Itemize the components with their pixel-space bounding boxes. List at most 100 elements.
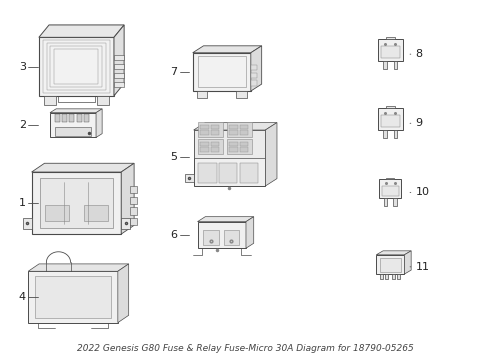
Bar (76, 114, 81, 122)
Bar (45, 204, 69, 221)
Bar (39, 37, 114, 96)
Bar (223, 230, 239, 245)
Bar (84, 114, 89, 122)
Bar (382, 185, 399, 195)
Bar (197, 56, 246, 87)
Bar (28, 271, 118, 323)
Bar (397, 274, 400, 279)
Bar (240, 163, 258, 183)
Bar (40, 179, 113, 228)
Bar (236, 91, 247, 98)
Polygon shape (50, 109, 102, 113)
Polygon shape (404, 251, 411, 274)
Bar (193, 53, 251, 91)
Bar (194, 130, 266, 158)
Bar (240, 125, 248, 129)
Bar (114, 55, 123, 60)
Bar (197, 222, 246, 248)
Bar (383, 130, 387, 138)
Text: 9: 9 (416, 118, 423, 128)
Bar (194, 130, 266, 186)
Bar (383, 61, 387, 69)
Bar (55, 127, 91, 136)
Bar (197, 122, 223, 137)
Bar (381, 46, 400, 58)
Text: 7: 7 (170, 67, 177, 77)
Polygon shape (376, 251, 411, 255)
Bar (50, 46, 102, 87)
Text: 6: 6 (170, 230, 177, 240)
Bar (97, 96, 109, 105)
Bar (31, 172, 121, 234)
Bar (130, 197, 137, 204)
Bar (226, 122, 252, 137)
Bar (84, 204, 108, 221)
Polygon shape (246, 217, 254, 248)
Bar (200, 130, 209, 135)
Text: 10: 10 (416, 188, 430, 197)
Bar (226, 139, 252, 154)
Bar (386, 37, 395, 39)
Text: 2: 2 (19, 120, 26, 130)
Bar (386, 107, 395, 108)
Bar (114, 73, 123, 78)
Bar (200, 147, 209, 152)
Polygon shape (193, 46, 262, 53)
Bar (392, 274, 395, 279)
Polygon shape (39, 25, 124, 37)
Bar (393, 198, 396, 206)
Bar (203, 230, 219, 245)
Bar (384, 198, 387, 206)
Bar (251, 73, 257, 78)
Polygon shape (266, 123, 277, 186)
Text: 1: 1 (19, 198, 26, 208)
Bar (114, 82, 123, 87)
Text: 3: 3 (19, 62, 26, 72)
Bar (240, 147, 248, 152)
Bar (130, 186, 137, 193)
Polygon shape (31, 163, 134, 172)
Polygon shape (251, 46, 262, 91)
Text: 2022 Genesis G80 Fuse & Relay Fuse-Micro 30A Diagram for 18790-05265: 2022 Genesis G80 Fuse & Relay Fuse-Micro… (76, 344, 414, 353)
Bar (376, 255, 404, 274)
Bar (43, 40, 110, 93)
Text: 4: 4 (19, 292, 26, 302)
Bar (381, 116, 400, 127)
Bar (379, 179, 401, 198)
Bar (197, 139, 223, 154)
Bar (198, 163, 217, 183)
Bar (211, 147, 220, 152)
Bar (130, 207, 137, 215)
Bar (211, 142, 220, 146)
Bar (385, 274, 389, 279)
Bar (251, 80, 257, 86)
Bar (240, 142, 248, 146)
Bar (394, 61, 397, 69)
Bar (121, 218, 130, 229)
Bar (55, 114, 60, 122)
Polygon shape (121, 163, 134, 234)
Polygon shape (118, 264, 129, 323)
Polygon shape (114, 25, 124, 96)
Bar (219, 163, 238, 183)
Bar (54, 49, 98, 85)
Bar (240, 130, 248, 135)
Bar (70, 114, 74, 122)
Bar (62, 114, 67, 122)
Bar (387, 177, 394, 179)
Bar (229, 125, 238, 129)
Bar (196, 91, 207, 98)
Polygon shape (96, 109, 102, 138)
Bar (380, 274, 383, 279)
Bar (211, 125, 220, 129)
Bar (50, 113, 96, 138)
Bar (394, 130, 397, 138)
Bar (185, 174, 194, 183)
Bar (229, 142, 238, 146)
Bar (378, 39, 403, 61)
Bar (114, 64, 123, 69)
Bar (200, 125, 209, 129)
Bar (211, 130, 220, 135)
Polygon shape (28, 264, 129, 271)
Bar (380, 258, 400, 272)
